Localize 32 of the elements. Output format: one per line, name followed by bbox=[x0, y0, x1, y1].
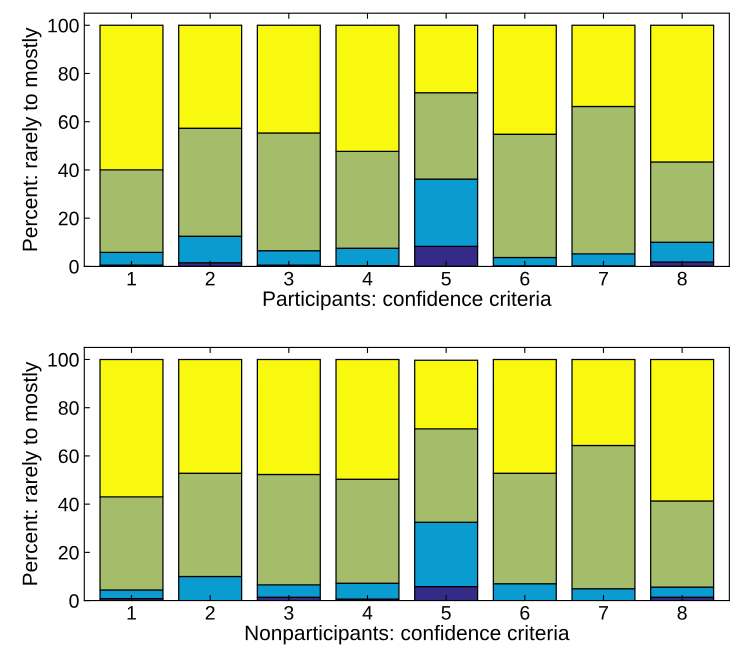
x-tick-label: 2 bbox=[206, 272, 215, 286]
y-tick-label: 100 bbox=[48, 352, 79, 367]
x-axis-title: Participants: confidence criteria bbox=[264, 290, 552, 310]
y-tick-label: 80 bbox=[58, 401, 79, 415]
x-tick-label: 6 bbox=[520, 272, 530, 286]
x-tick-label: 5 bbox=[442, 272, 451, 286]
x-tick-label: 2 bbox=[206, 606, 215, 620]
x-tick-label: 7 bbox=[599, 272, 608, 286]
y-tick-label: 20 bbox=[58, 212, 79, 226]
y-tick-label: 0 bbox=[69, 260, 79, 274]
y-tick-label: 20 bbox=[58, 546, 79, 560]
x-tick-label: 4 bbox=[362, 272, 372, 286]
x-tick-label: 7 bbox=[599, 606, 608, 620]
x-tick-label: 1 bbox=[128, 272, 136, 286]
x-tick-label: 4 bbox=[362, 606, 372, 620]
x-axis-title: Nonparticipants: confidence criteria bbox=[246, 624, 570, 644]
x-tick-label: 3 bbox=[284, 606, 294, 620]
y-axis-title: Percent: rarely to mostly bbox=[22, 362, 42, 585]
y-tick-label: 60 bbox=[58, 449, 79, 464]
y-axis-title: Percent: rarely to mostly bbox=[22, 28, 42, 250]
x-tick-label: 1 bbox=[128, 606, 136, 620]
y-tick-label: 0 bbox=[69, 594, 79, 608]
x-tick-label: 8 bbox=[678, 272, 687, 286]
y-tick-label: 100 bbox=[48, 18, 79, 32]
y-tick-label: 60 bbox=[58, 115, 79, 129]
y-tick-label: 40 bbox=[58, 498, 79, 512]
x-tick-label: 8 bbox=[678, 606, 687, 620]
y-tick-label: 40 bbox=[58, 163, 79, 178]
x-tick-label: 3 bbox=[284, 272, 294, 286]
y-tick-label: 80 bbox=[58, 66, 79, 81]
x-tick-label: 6 bbox=[520, 606, 530, 620]
x-tick-label: 5 bbox=[442, 606, 451, 620]
